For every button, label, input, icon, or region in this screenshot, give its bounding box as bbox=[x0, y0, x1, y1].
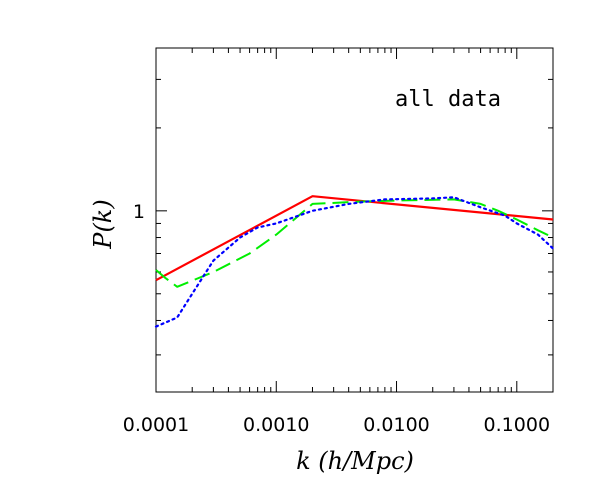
series-line-dotted bbox=[154, 196, 555, 328]
minor-ticks bbox=[156, 48, 554, 392]
x-tick-label: 0.1000 bbox=[484, 414, 550, 436]
series-line-solid bbox=[155, 195, 554, 282]
x-tick-label: 0.0010 bbox=[243, 414, 309, 436]
y-axis-label: P(k) bbox=[89, 199, 117, 249]
x-axis-label: k (h/Mpc) bbox=[296, 447, 414, 475]
major-ticks bbox=[155, 48, 553, 392]
y-tick-label: 1 bbox=[133, 201, 145, 223]
tick-labels: 0.0001 0.0010 0.0100 0.1000 1 bbox=[123, 201, 550, 436]
series-line-dashed bbox=[155, 198, 554, 288]
x-tick-label: 0.0001 bbox=[123, 414, 189, 436]
plot-frame bbox=[155, 47, 554, 393]
series-lines bbox=[154, 195, 555, 328]
annotation-text: all data bbox=[395, 87, 501, 112]
x-tick-label: 0.0100 bbox=[363, 414, 429, 436]
